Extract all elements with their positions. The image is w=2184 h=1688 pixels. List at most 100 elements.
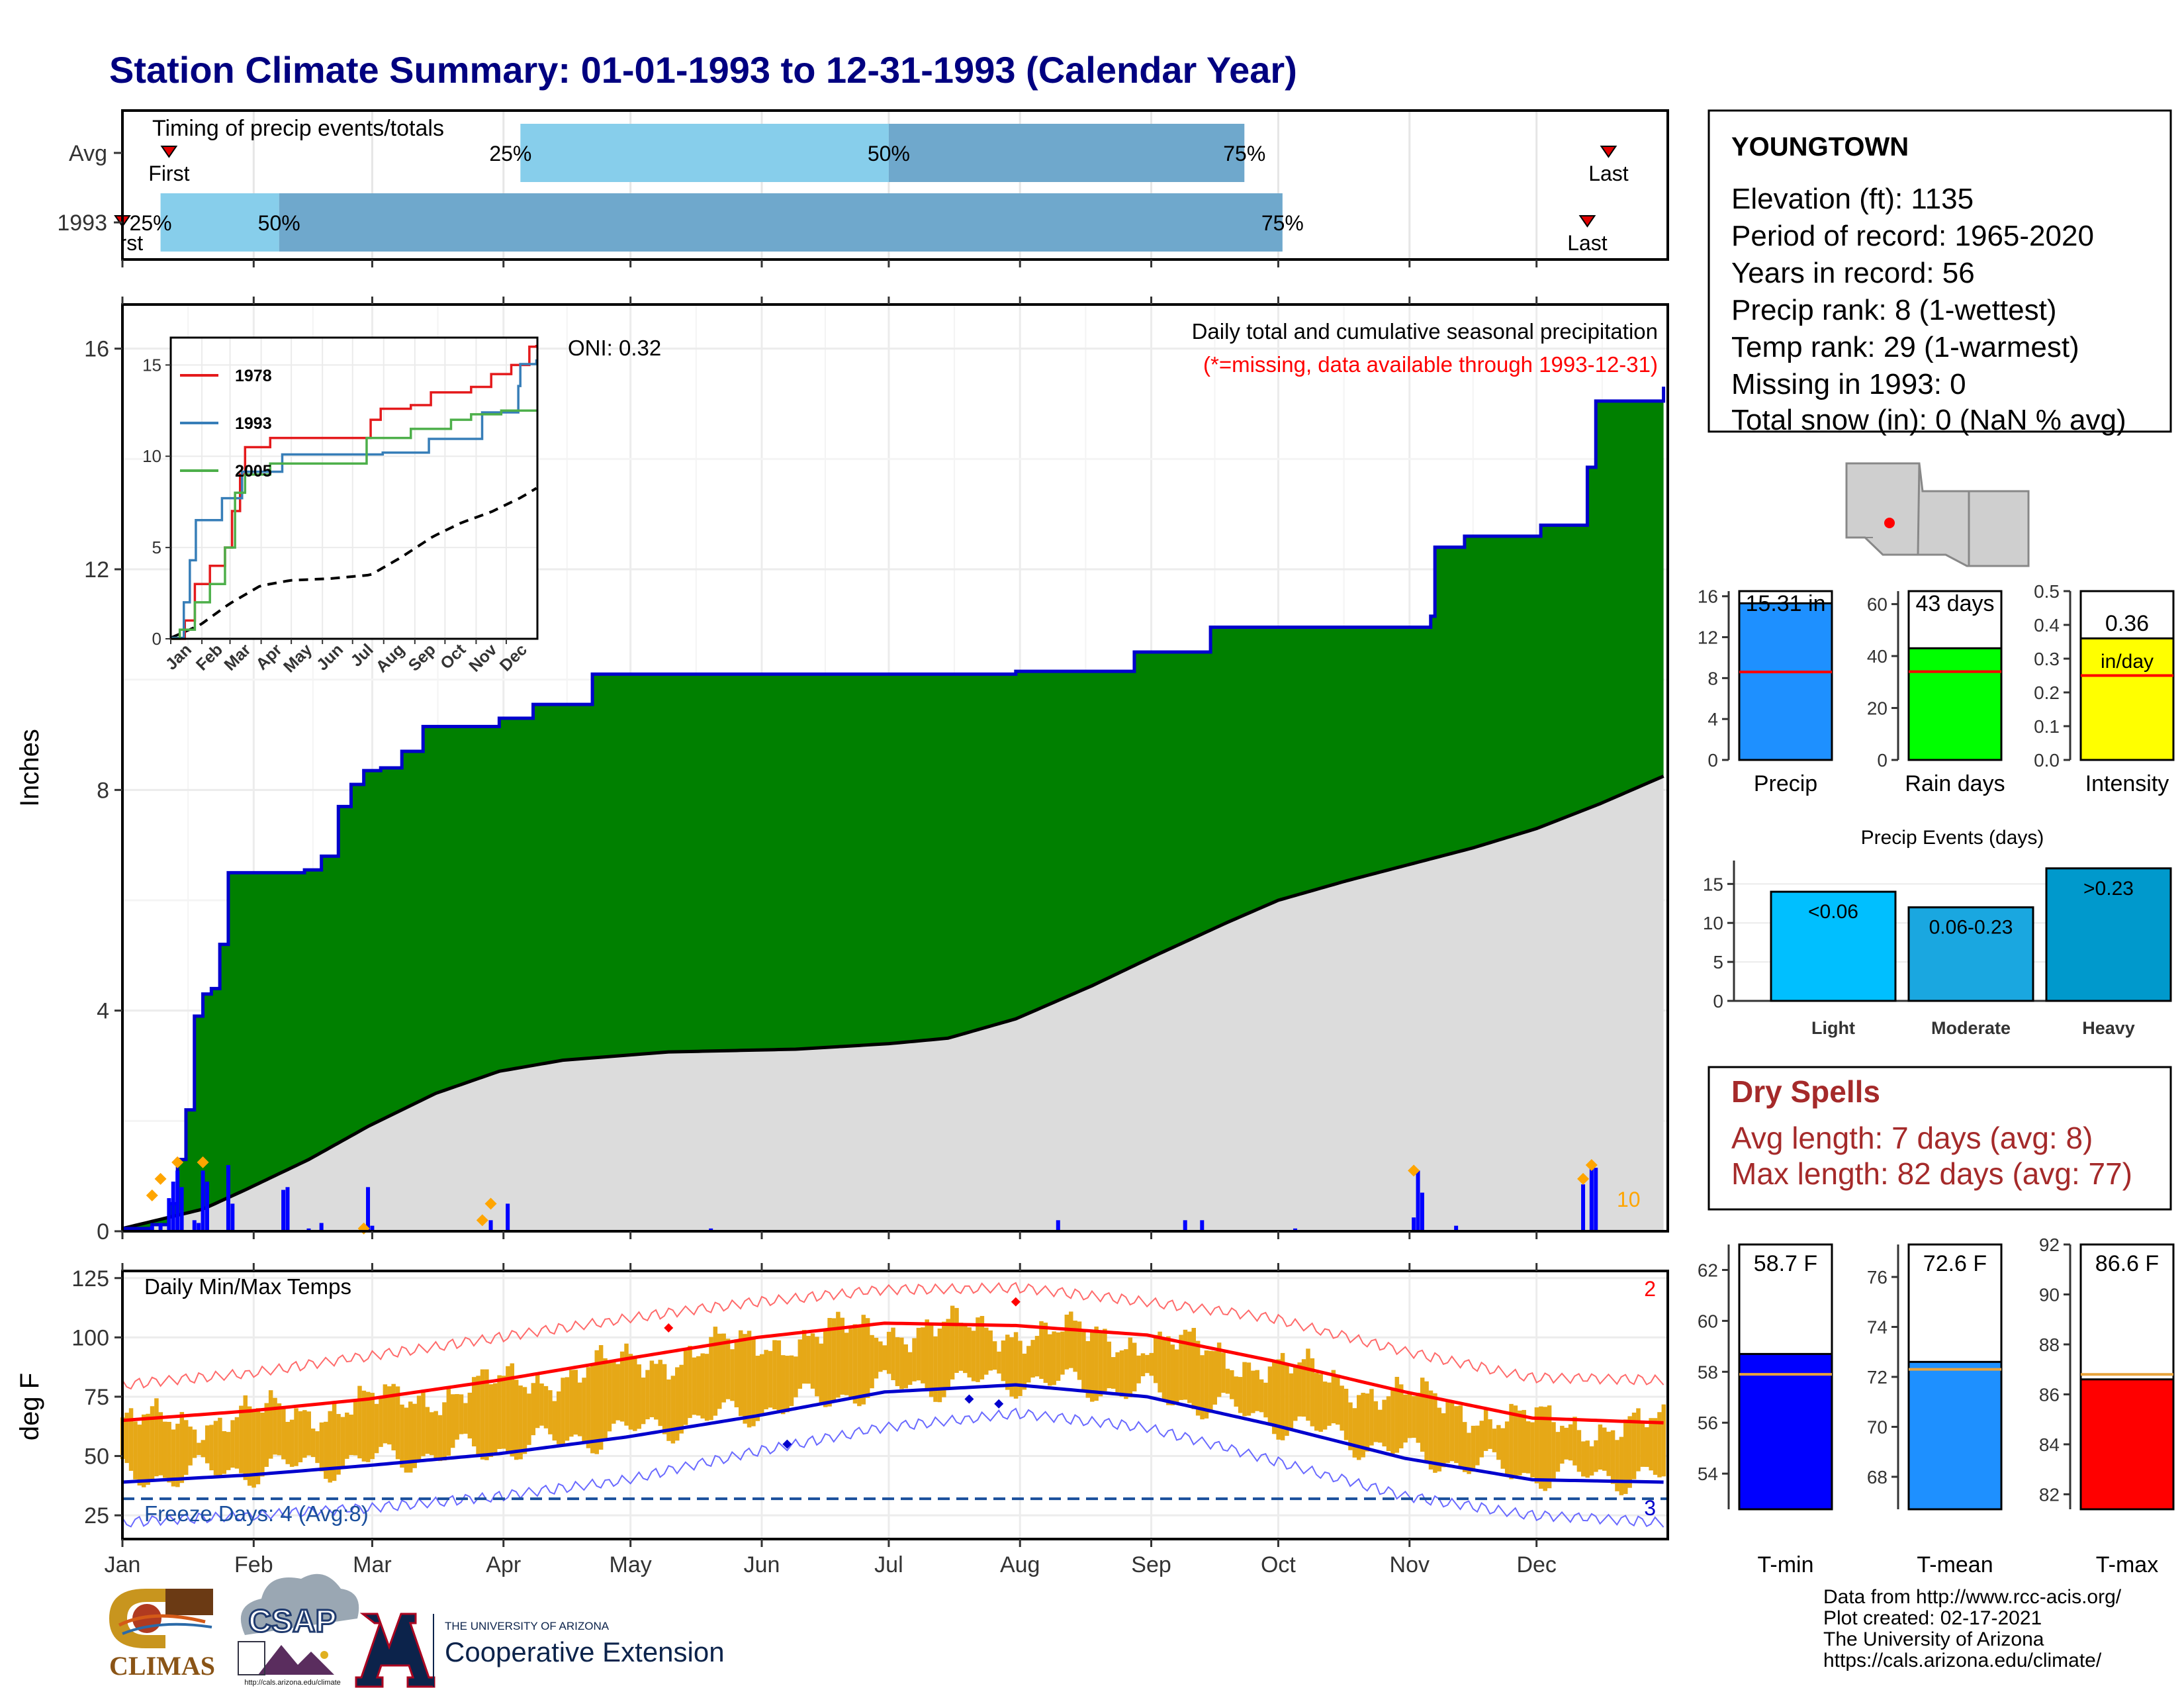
climas-logo: CLIMAS: [109, 1589, 215, 1681]
daily-temp-range-bar: [1500, 1428, 1506, 1469]
daily-precip-bar: [197, 1223, 201, 1231]
daily-precip-bar: [201, 1170, 205, 1231]
daily-temp-range-bar: [1513, 1405, 1518, 1479]
daily-temp-range-bar: [1089, 1330, 1095, 1402]
daily-temp-range-bar: [1030, 1340, 1035, 1378]
daily-temp-range-bar: [1314, 1372, 1319, 1431]
daily-temp-range-bar: [1649, 1418, 1653, 1471]
daily-temp-range-bar: [539, 1383, 544, 1426]
summary-ytick-label: 82: [2039, 1484, 2060, 1505]
daily-temp-range-bar: [984, 1327, 989, 1375]
summary-value-label: 15.31 in: [1746, 591, 1826, 616]
daily-precip-bar: [1293, 1228, 1298, 1231]
summary-ytick-label: 68: [1867, 1467, 1888, 1487]
daily-temp-range-bar: [1276, 1359, 1281, 1440]
daily-temp-range-bar: [704, 1354, 709, 1421]
summary-bar-t-mean: [1907, 1360, 2003, 1511]
events-title: Precip Events (days): [1861, 827, 2044, 849]
daily-temp-range-bar: [425, 1407, 430, 1454]
daily-temp-range-bar: [1183, 1329, 1188, 1400]
daily-precip-bar: [1412, 1217, 1416, 1231]
daily-temp-range-bar: [1483, 1409, 1488, 1451]
month-label: Mar: [353, 1552, 392, 1577]
daily-temp-range-bar: [480, 1369, 485, 1460]
daily-temp-range-bar: [289, 1419, 295, 1467]
daily-temp-range-bar: [662, 1364, 667, 1434]
extreme-precip-marker: [1577, 1172, 1590, 1185]
daily-temp-range-bar: [1581, 1441, 1586, 1477]
daily-temp-range-bar: [1132, 1342, 1137, 1391]
daily-temp-range-bar: [1336, 1374, 1340, 1425]
daily-temp-range-bar: [141, 1414, 146, 1487]
station-name: YOUNGTOWN: [1731, 132, 1909, 162]
csap-logo: CSAP http://cals.arizona.edu/climate: [238, 1573, 359, 1687]
daily-temp-range-bar: [370, 1393, 375, 1460]
average-cumulative-area: [122, 776, 1664, 1231]
extreme-precip-marker: [1585, 1159, 1598, 1171]
daily-temp-range-bar: [306, 1411, 311, 1456]
daily-temp-range-bar: [133, 1421, 138, 1479]
daily-temp-range-bar: [1149, 1352, 1154, 1376]
timing-edge-mask: [79, 232, 121, 258]
daily-temp-range-bar: [128, 1408, 134, 1471]
daily-precip-bar: [1200, 1220, 1205, 1231]
daily-temp-range-bar: [556, 1391, 561, 1444]
daily-temp-range-bar: [755, 1356, 760, 1421]
daily-precip-bar: [226, 1165, 230, 1231]
daily-temp-range-bar: [785, 1356, 790, 1413]
summary-ytick-label: 16: [1698, 586, 1718, 607]
daily-temp-range-bar: [1306, 1348, 1310, 1421]
daily-temp-range-bar: [1242, 1362, 1247, 1417]
record-high-marker: [1011, 1297, 1021, 1307]
daily-temp-range-bar: [1005, 1335, 1010, 1390]
daily-precip-bar: [319, 1223, 324, 1231]
last-event-label: Last: [1588, 162, 1629, 185]
climas-wordmark: CLIMAS: [109, 1651, 215, 1681]
daily-temp-range-bar: [1441, 1413, 1446, 1468]
daily-temp-range-bar: [433, 1411, 438, 1459]
daily-temp-range-bar: [594, 1350, 599, 1454]
summary-ytick-label: 86: [2039, 1384, 2060, 1405]
daily-temp-range-bar: [772, 1340, 777, 1409]
daily-precip-bar: [150, 1225, 154, 1231]
daily-temp-range-bar: [239, 1405, 244, 1474]
daily-temp-range-bar: [997, 1351, 1001, 1374]
daily-temp-range-bar: [488, 1384, 494, 1458]
daily-temp-range-bar: [806, 1336, 811, 1384]
events-bar-label: >0.23: [2083, 878, 2134, 900]
events-bar-label: 0.06-0.23: [1929, 917, 2013, 939]
month-label: Jan: [105, 1552, 141, 1577]
summary-bar-rain-days: [1907, 647, 2003, 761]
daily-temp-range-bar: [501, 1376, 506, 1449]
extreme-precip-marker: [476, 1214, 488, 1227]
daily-temp-range-bar: [836, 1311, 841, 1398]
extreme-precip-marker: [1408, 1164, 1420, 1177]
daily-temp-range-bar: [514, 1380, 519, 1460]
station-location-dot: [1884, 518, 1895, 528]
daily-temp-range-bar: [1420, 1378, 1425, 1452]
daily-temp-range-bar: [878, 1341, 883, 1372]
month-label: Dec: [1516, 1552, 1556, 1577]
temp-count-low: 3: [1644, 1496, 1656, 1520]
daily-temp-range-bar: [649, 1360, 655, 1417]
daily-temp-range-bar: [598, 1345, 604, 1450]
daily-temp-range-bar: [861, 1315, 866, 1405]
daily-temp-range-bar: [1327, 1382, 1332, 1426]
daily-temp-range-bar: [1458, 1405, 1463, 1468]
summary-ytick-label: 20: [1867, 698, 1888, 719]
daily-temp-range-bar: [1225, 1368, 1230, 1394]
daily-temp-range-bar: [1572, 1417, 1577, 1466]
timing-bar-q3: [888, 124, 1245, 182]
daily-precip-bar: [1594, 1168, 1598, 1231]
temp-count-high: 2: [1644, 1277, 1656, 1301]
station-line-period: Period of record: 1965-2020: [1731, 220, 2094, 252]
timing-p25-label: 25%: [489, 142, 531, 165]
timing-row-label-year: 1993: [57, 211, 107, 236]
daily-temp-range-bar: [1504, 1421, 1510, 1476]
summary-ytick-label: 0.5: [2034, 581, 2060, 602]
summary-ytick-label: 0.4: [2034, 615, 2060, 635]
daily-temp-range-bar: [1445, 1401, 1450, 1463]
daily-temp-range-bar: [412, 1403, 417, 1468]
daily-temp-range-bar: [192, 1429, 197, 1458]
summary-ytick-label: 4: [1707, 709, 1718, 729]
